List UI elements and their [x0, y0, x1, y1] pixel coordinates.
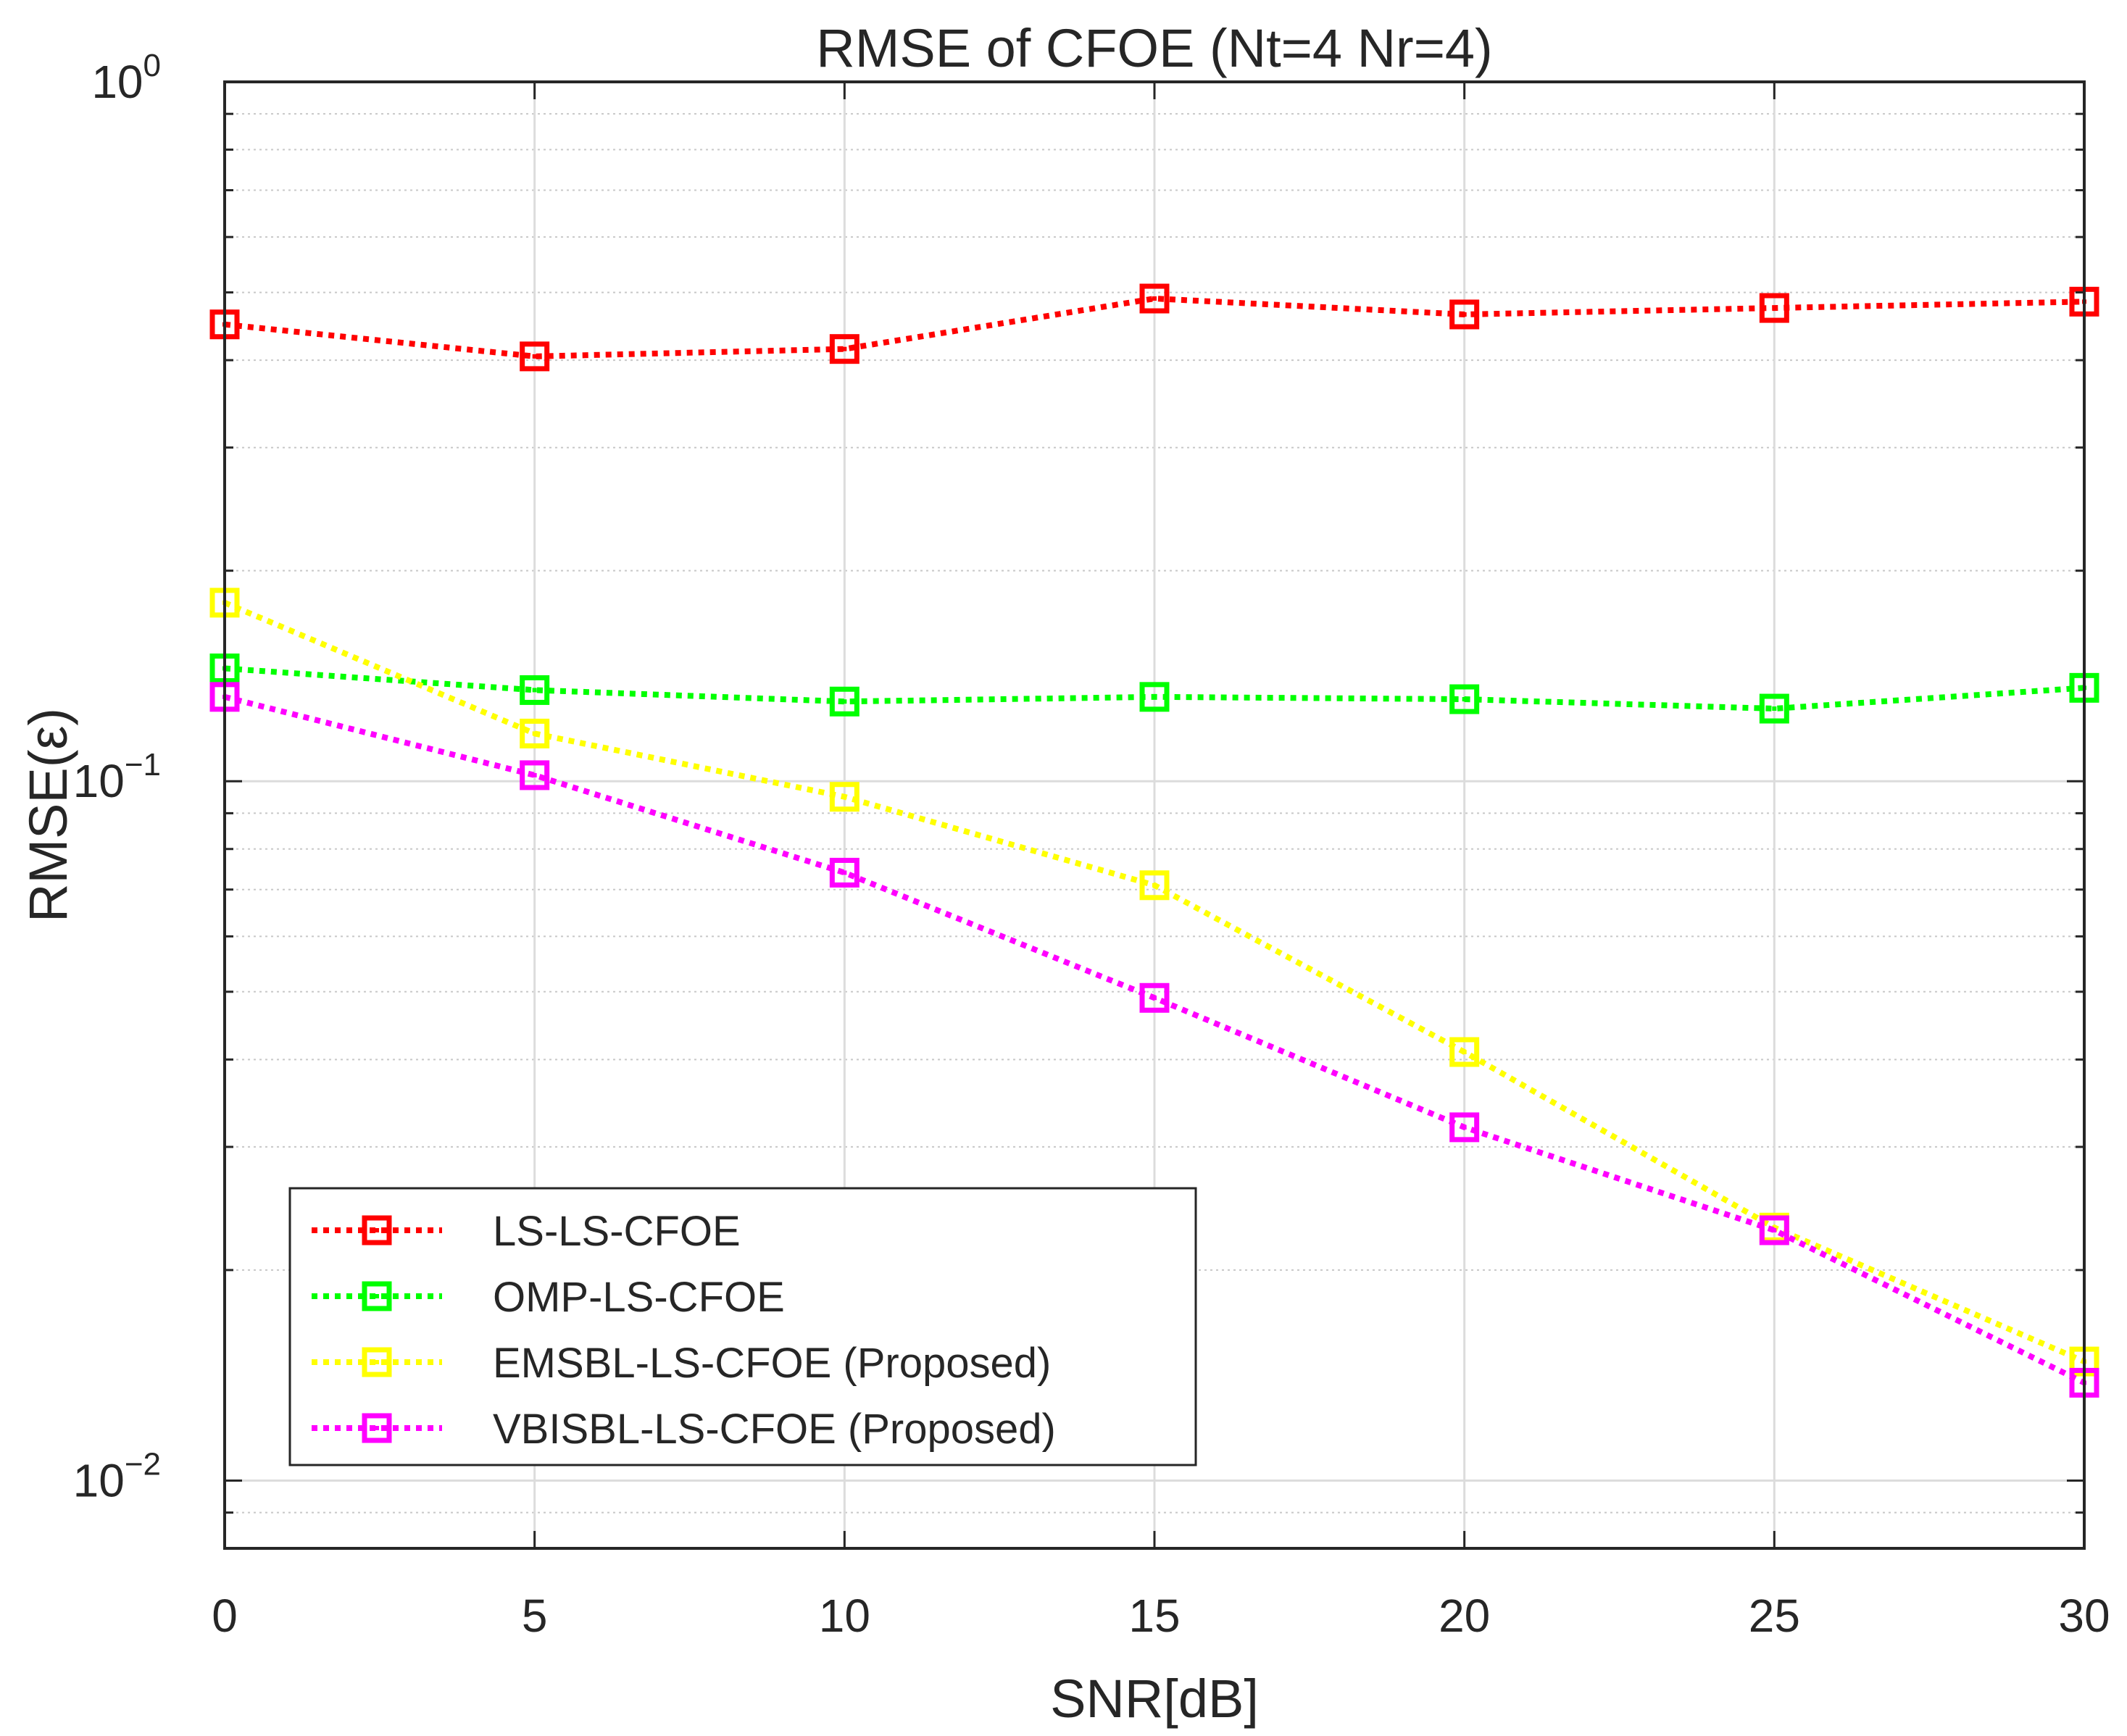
data-point-center [842, 346, 847, 351]
data-point-center [1462, 697, 1467, 702]
x-tick-label: 0 [212, 1590, 238, 1642]
legend-label: OMP-LS-CFOE [493, 1274, 785, 1321]
data-point-center [375, 1360, 379, 1364]
x-tick-label: 15 [1128, 1590, 1180, 1642]
y-tick-base: 10 [91, 56, 143, 108]
y-tick-base: 10 [73, 1454, 125, 1506]
legend-label: EMSBL-LS-CFOE (Proposed) [493, 1340, 1051, 1387]
data-point-center [1462, 1124, 1467, 1130]
x-tick-label: 25 [1749, 1590, 1800, 1642]
data-point-center [375, 1228, 379, 1232]
data-point-center [1152, 882, 1157, 888]
data-point-center [532, 772, 537, 777]
data-point-center [1462, 1049, 1467, 1054]
legend-label: LS-LS-CFOE [493, 1208, 741, 1255]
y-tick-label: 10−1 [73, 747, 161, 807]
y-tick-exponent: −1 [125, 747, 161, 783]
data-point-marker [362, 1281, 392, 1311]
data-point-center [532, 354, 537, 359]
data-point-marker [1139, 870, 1170, 901]
x-axis-label: SNR[dB] [1050, 1669, 1259, 1729]
data-point-marker [362, 1215, 392, 1245]
chart-title: RMSE of CFOE (Nt=4 Nr=4) [816, 18, 1492, 78]
data-point-marker [520, 675, 550, 705]
x-tick-label: 10 [819, 1590, 870, 1642]
y-axis-label: RMSE(ε) [18, 708, 78, 922]
data-point-marker [362, 1347, 392, 1377]
x-tick-label: 20 [1439, 1590, 1490, 1642]
data-point-marker [520, 341, 550, 372]
data-point-center [1152, 296, 1157, 301]
y-tick-label: 10−2 [73, 1446, 161, 1506]
x-tick-label: 30 [2058, 1590, 2110, 1642]
data-point-marker [829, 686, 859, 717]
legend-item: EMSBL-LS-CFOE (Proposed) [312, 1340, 1051, 1387]
legend-label: VBISBL-LS-CFOE (Proposed) [493, 1406, 1056, 1453]
data-point-marker [1449, 299, 1480, 330]
data-point-center [842, 870, 847, 875]
data-point-marker [1759, 293, 1789, 323]
data-point-center [375, 1426, 379, 1430]
data-point-marker [1139, 682, 1170, 712]
data-point-center [375, 1294, 379, 1298]
legend-item: LS-LS-CFOE [312, 1208, 741, 1255]
y-tick-base: 10 [73, 755, 125, 807]
data-point-marker [1139, 283, 1170, 314]
data-point-marker [1759, 693, 1789, 724]
data-point-marker [1449, 684, 1480, 714]
data-point-center [1462, 312, 1467, 317]
data-point-center [532, 688, 537, 693]
grid [225, 82, 2084, 1548]
legend-item: OMP-LS-CFOE [312, 1274, 785, 1321]
data-point-center [1152, 694, 1157, 699]
data-point-center [1772, 706, 1777, 711]
legend-box [288, 1187, 1197, 1466]
y-tick-exponent: −2 [125, 1446, 161, 1482]
data-point-center [532, 731, 537, 736]
data-point-marker [1759, 1215, 1789, 1245]
data-point-marker [1139, 982, 1170, 1013]
x-tick-label: 5 [522, 1590, 548, 1642]
data-point-marker [520, 718, 550, 748]
data-point-center [1772, 1227, 1777, 1232]
data-point-marker [829, 334, 859, 364]
data-point-marker [829, 782, 859, 812]
data-point-marker [520, 760, 550, 790]
data-point-center [842, 794, 847, 799]
data-point-marker [1449, 1112, 1480, 1143]
y-tick-exponent: 0 [143, 48, 161, 83]
y-tick-label: 100 [91, 48, 161, 108]
data-point-center [1772, 306, 1777, 311]
legend-item: VBISBL-LS-CFOE (Proposed) [312, 1406, 1056, 1453]
data-point-marker [362, 1413, 392, 1443]
data-point-center [1152, 996, 1157, 1001]
data-point-center [842, 699, 847, 704]
legend: LS-LS-CFOE OMP-LS-CFOE EMSBL-LS-CFOE (Prop… [288, 1187, 1197, 1466]
data-point-marker [1449, 1037, 1480, 1067]
data-point-marker [829, 857, 859, 888]
